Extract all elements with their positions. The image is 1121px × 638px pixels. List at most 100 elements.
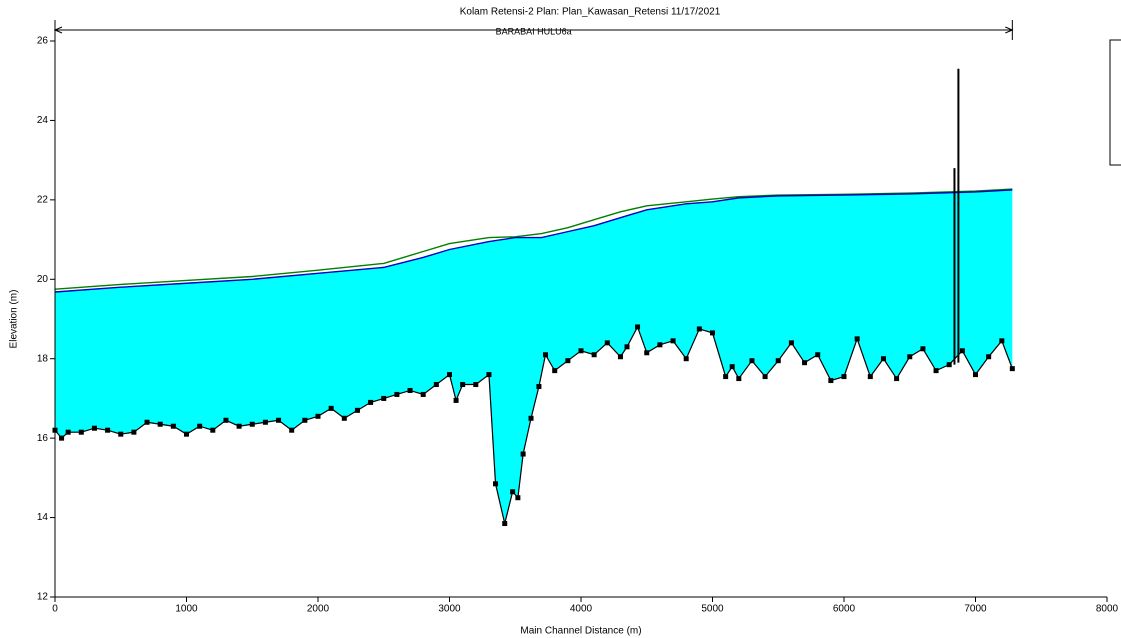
point-marker	[624, 344, 630, 350]
point-marker	[276, 417, 282, 423]
point-marker	[354, 407, 360, 413]
x-tick-label: 2000	[307, 604, 330, 615]
y-tick-label: 26	[37, 36, 49, 47]
point-marker	[289, 427, 295, 433]
point-marker	[1009, 366, 1015, 372]
y-axis-label: Elevation (m)	[9, 290, 20, 349]
point-marker	[407, 387, 413, 393]
series-line	[54, 188, 1013, 290]
point-marker	[683, 356, 689, 362]
point-marker	[867, 374, 873, 380]
series-line	[54, 325, 1013, 524]
point-marker	[986, 354, 992, 360]
point-marker	[249, 421, 255, 427]
point-marker	[788, 340, 794, 346]
x-axis-label: Main Channel Distance (m)	[520, 626, 641, 637]
point-marker	[368, 399, 374, 405]
point-marker	[236, 423, 242, 429]
point-marker	[999, 338, 1005, 344]
point-marker	[460, 382, 466, 388]
reach-label: BARABAI HULU6a	[496, 26, 572, 36]
point-marker	[604, 340, 610, 346]
point-marker	[157, 421, 163, 427]
point-marker	[552, 368, 558, 374]
point-marker	[880, 356, 886, 362]
y-tick-label: 16	[37, 433, 49, 444]
series-line	[54, 189, 1013, 293]
point-marker	[315, 413, 321, 419]
point-marker	[520, 451, 526, 457]
y-tick-label: 14	[37, 512, 49, 523]
point-marker	[920, 346, 926, 352]
point-marker	[710, 330, 715, 336]
point-marker	[617, 354, 623, 360]
y-tick-label: 24	[37, 115, 49, 126]
point-marker	[394, 391, 400, 397]
point-marker	[262, 419, 268, 425]
point-marker	[802, 360, 808, 366]
point-marker	[657, 342, 663, 348]
point-marker	[131, 429, 137, 435]
chart-title: Kolam Retensi-2 Plan: Plan_Kawasan_Reten…	[460, 7, 721, 18]
point-marker	[841, 374, 847, 380]
y-tick-label: 20	[37, 274, 49, 285]
point-marker	[644, 350, 650, 356]
x-tick-label: 4000	[570, 604, 593, 615]
reach-arrow	[53, 26, 63, 34]
point-marker	[736, 376, 742, 382]
point-marker	[118, 431, 124, 437]
point-marker	[502, 521, 508, 527]
point-marker	[65, 429, 71, 435]
point-marker	[302, 417, 308, 423]
point-marker	[973, 372, 978, 378]
point-marker	[59, 435, 65, 441]
y-tick-label: 18	[37, 353, 49, 364]
point-marker	[578, 348, 584, 354]
x-tick-label: 6000	[833, 604, 856, 615]
x-tick-label: 3000	[438, 604, 461, 615]
point-marker	[536, 384, 542, 390]
point-marker	[696, 326, 702, 332]
point-marker	[453, 397, 459, 403]
point-marker	[762, 374, 768, 380]
point-marker	[447, 372, 452, 378]
x-tick-label: 0	[52, 604, 58, 615]
point-marker	[670, 338, 676, 344]
point-marker	[815, 352, 821, 358]
point-marker	[184, 431, 189, 437]
point-marker	[91, 425, 97, 431]
point-marker	[433, 382, 439, 388]
y-tick-label: 22	[37, 194, 49, 205]
water-fill	[55, 189, 1013, 524]
point-marker	[565, 358, 571, 364]
y-tick-label: 12	[37, 592, 49, 603]
point-marker	[341, 415, 347, 421]
x-tick-label: 8000	[1096, 604, 1119, 615]
point-marker	[381, 395, 387, 401]
reach-arrow	[1005, 26, 1014, 34]
point-marker	[894, 376, 900, 382]
x-tick-label: 7000	[964, 604, 987, 615]
point-marker	[933, 368, 939, 374]
point-marker	[420, 391, 426, 397]
legend-box	[1109, 39, 1121, 166]
point-marker	[493, 481, 499, 487]
point-marker	[959, 348, 965, 354]
point-marker	[635, 324, 641, 330]
x-tick-label: 1000	[175, 604, 198, 615]
point-marker	[907, 354, 913, 360]
point-marker	[528, 415, 534, 421]
point-marker	[723, 374, 729, 380]
point-marker	[223, 417, 229, 423]
point-marker	[144, 419, 150, 425]
point-marker	[542, 352, 548, 358]
point-marker	[749, 358, 755, 364]
point-marker	[591, 352, 597, 358]
point-marker	[775, 358, 781, 364]
point-marker	[828, 378, 834, 384]
point-marker	[328, 405, 334, 411]
point-marker	[210, 427, 216, 433]
point-marker	[473, 382, 479, 388]
point-marker	[854, 336, 860, 342]
